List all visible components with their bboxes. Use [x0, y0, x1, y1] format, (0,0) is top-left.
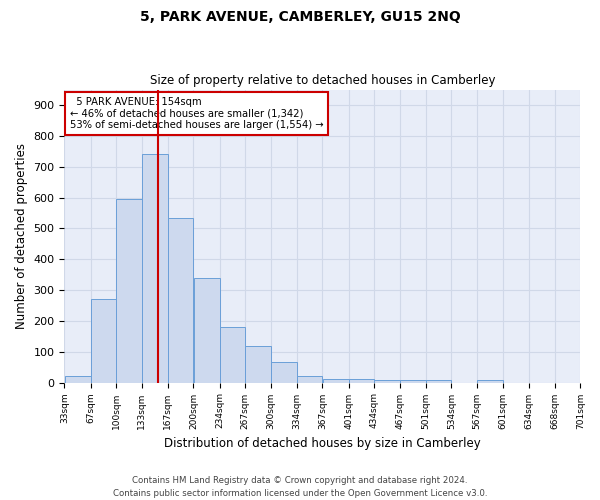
Bar — [297, 376, 322, 382]
Bar — [271, 362, 297, 382]
Y-axis label: Number of detached properties: Number of detached properties — [15, 143, 28, 329]
Bar — [220, 327, 245, 382]
Title: Size of property relative to detached houses in Camberley: Size of property relative to detached ho… — [150, 74, 495, 87]
Bar — [374, 380, 400, 382]
Bar — [194, 278, 220, 382]
Bar — [168, 218, 193, 382]
Bar — [426, 380, 451, 382]
Bar — [91, 300, 116, 382]
Bar — [400, 380, 426, 382]
Text: 5 PARK AVENUE: 154sqm
← 46% of detached houses are smaller (1,342)
53% of semi-d: 5 PARK AVENUE: 154sqm ← 46% of detached … — [70, 97, 323, 130]
Bar — [323, 378, 349, 382]
Bar — [65, 376, 91, 382]
Bar — [349, 379, 374, 382]
Bar — [142, 154, 168, 382]
Bar — [477, 380, 503, 382]
Bar — [116, 199, 142, 382]
Text: Contains HM Land Registry data © Crown copyright and database right 2024.
Contai: Contains HM Land Registry data © Crown c… — [113, 476, 487, 498]
X-axis label: Distribution of detached houses by size in Camberley: Distribution of detached houses by size … — [164, 437, 481, 450]
Text: 5, PARK AVENUE, CAMBERLEY, GU15 2NQ: 5, PARK AVENUE, CAMBERLEY, GU15 2NQ — [140, 10, 460, 24]
Bar — [245, 346, 271, 383]
